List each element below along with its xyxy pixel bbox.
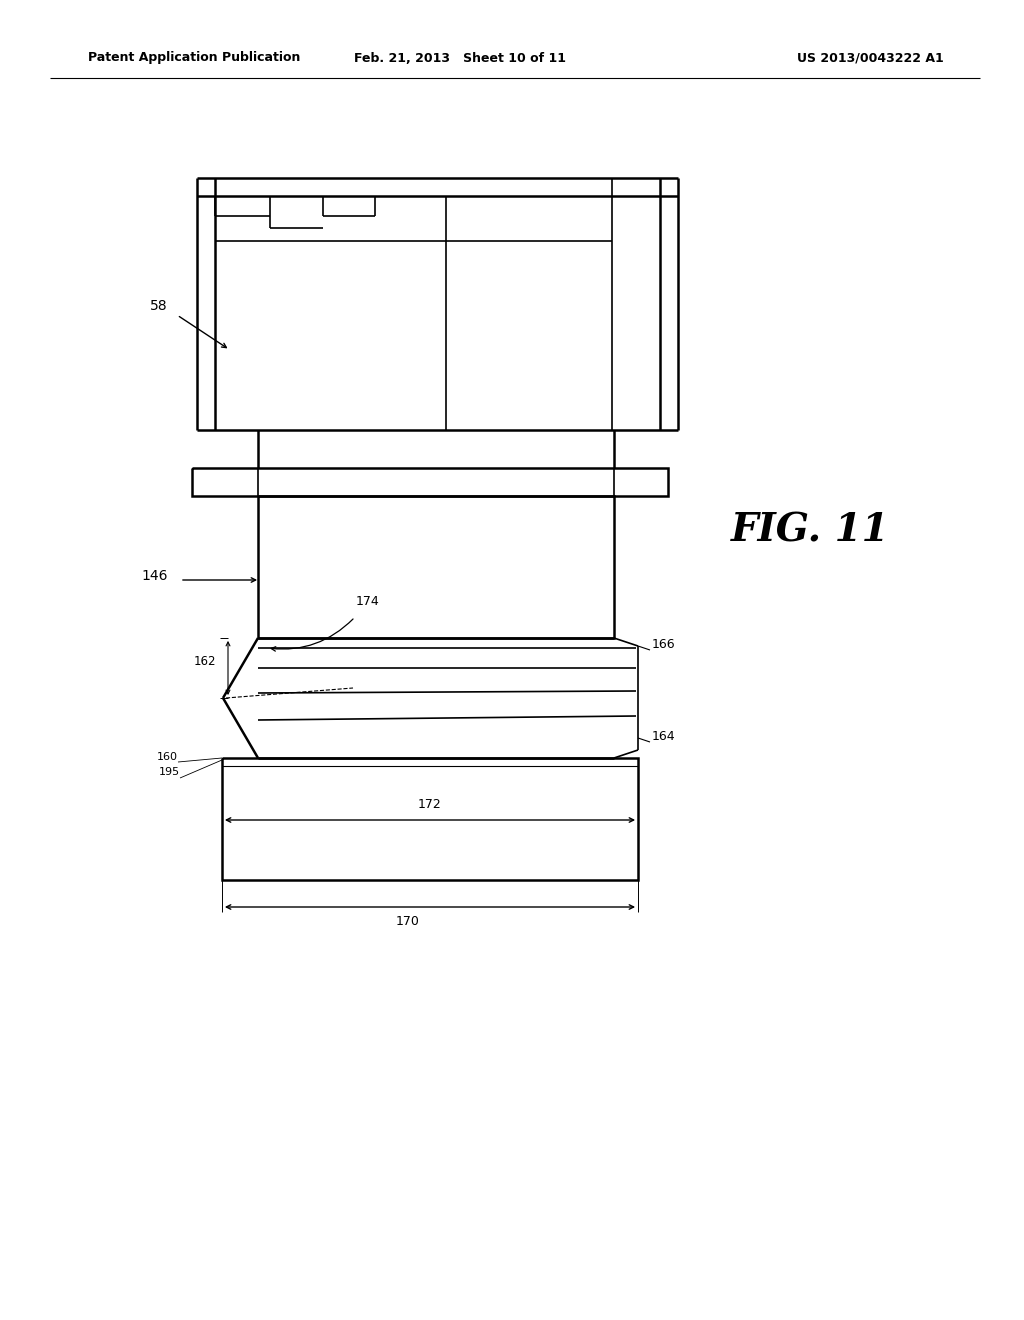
Text: 162: 162 [194, 655, 216, 668]
Text: 195: 195 [159, 767, 180, 777]
Text: 170: 170 [396, 915, 420, 928]
Text: US 2013/0043222 A1: US 2013/0043222 A1 [797, 51, 943, 65]
Text: 160: 160 [157, 752, 178, 762]
Text: Patent Application Publication: Patent Application Publication [88, 51, 300, 65]
Text: Feb. 21, 2013   Sheet 10 of 11: Feb. 21, 2013 Sheet 10 of 11 [354, 51, 566, 65]
Text: 166: 166 [652, 638, 676, 651]
Text: 146: 146 [141, 569, 168, 583]
Text: 58: 58 [151, 300, 168, 313]
Text: 172: 172 [418, 799, 442, 810]
Text: 174: 174 [356, 595, 380, 609]
Text: FIG. 11: FIG. 11 [731, 511, 889, 549]
Text: 164: 164 [652, 730, 676, 743]
